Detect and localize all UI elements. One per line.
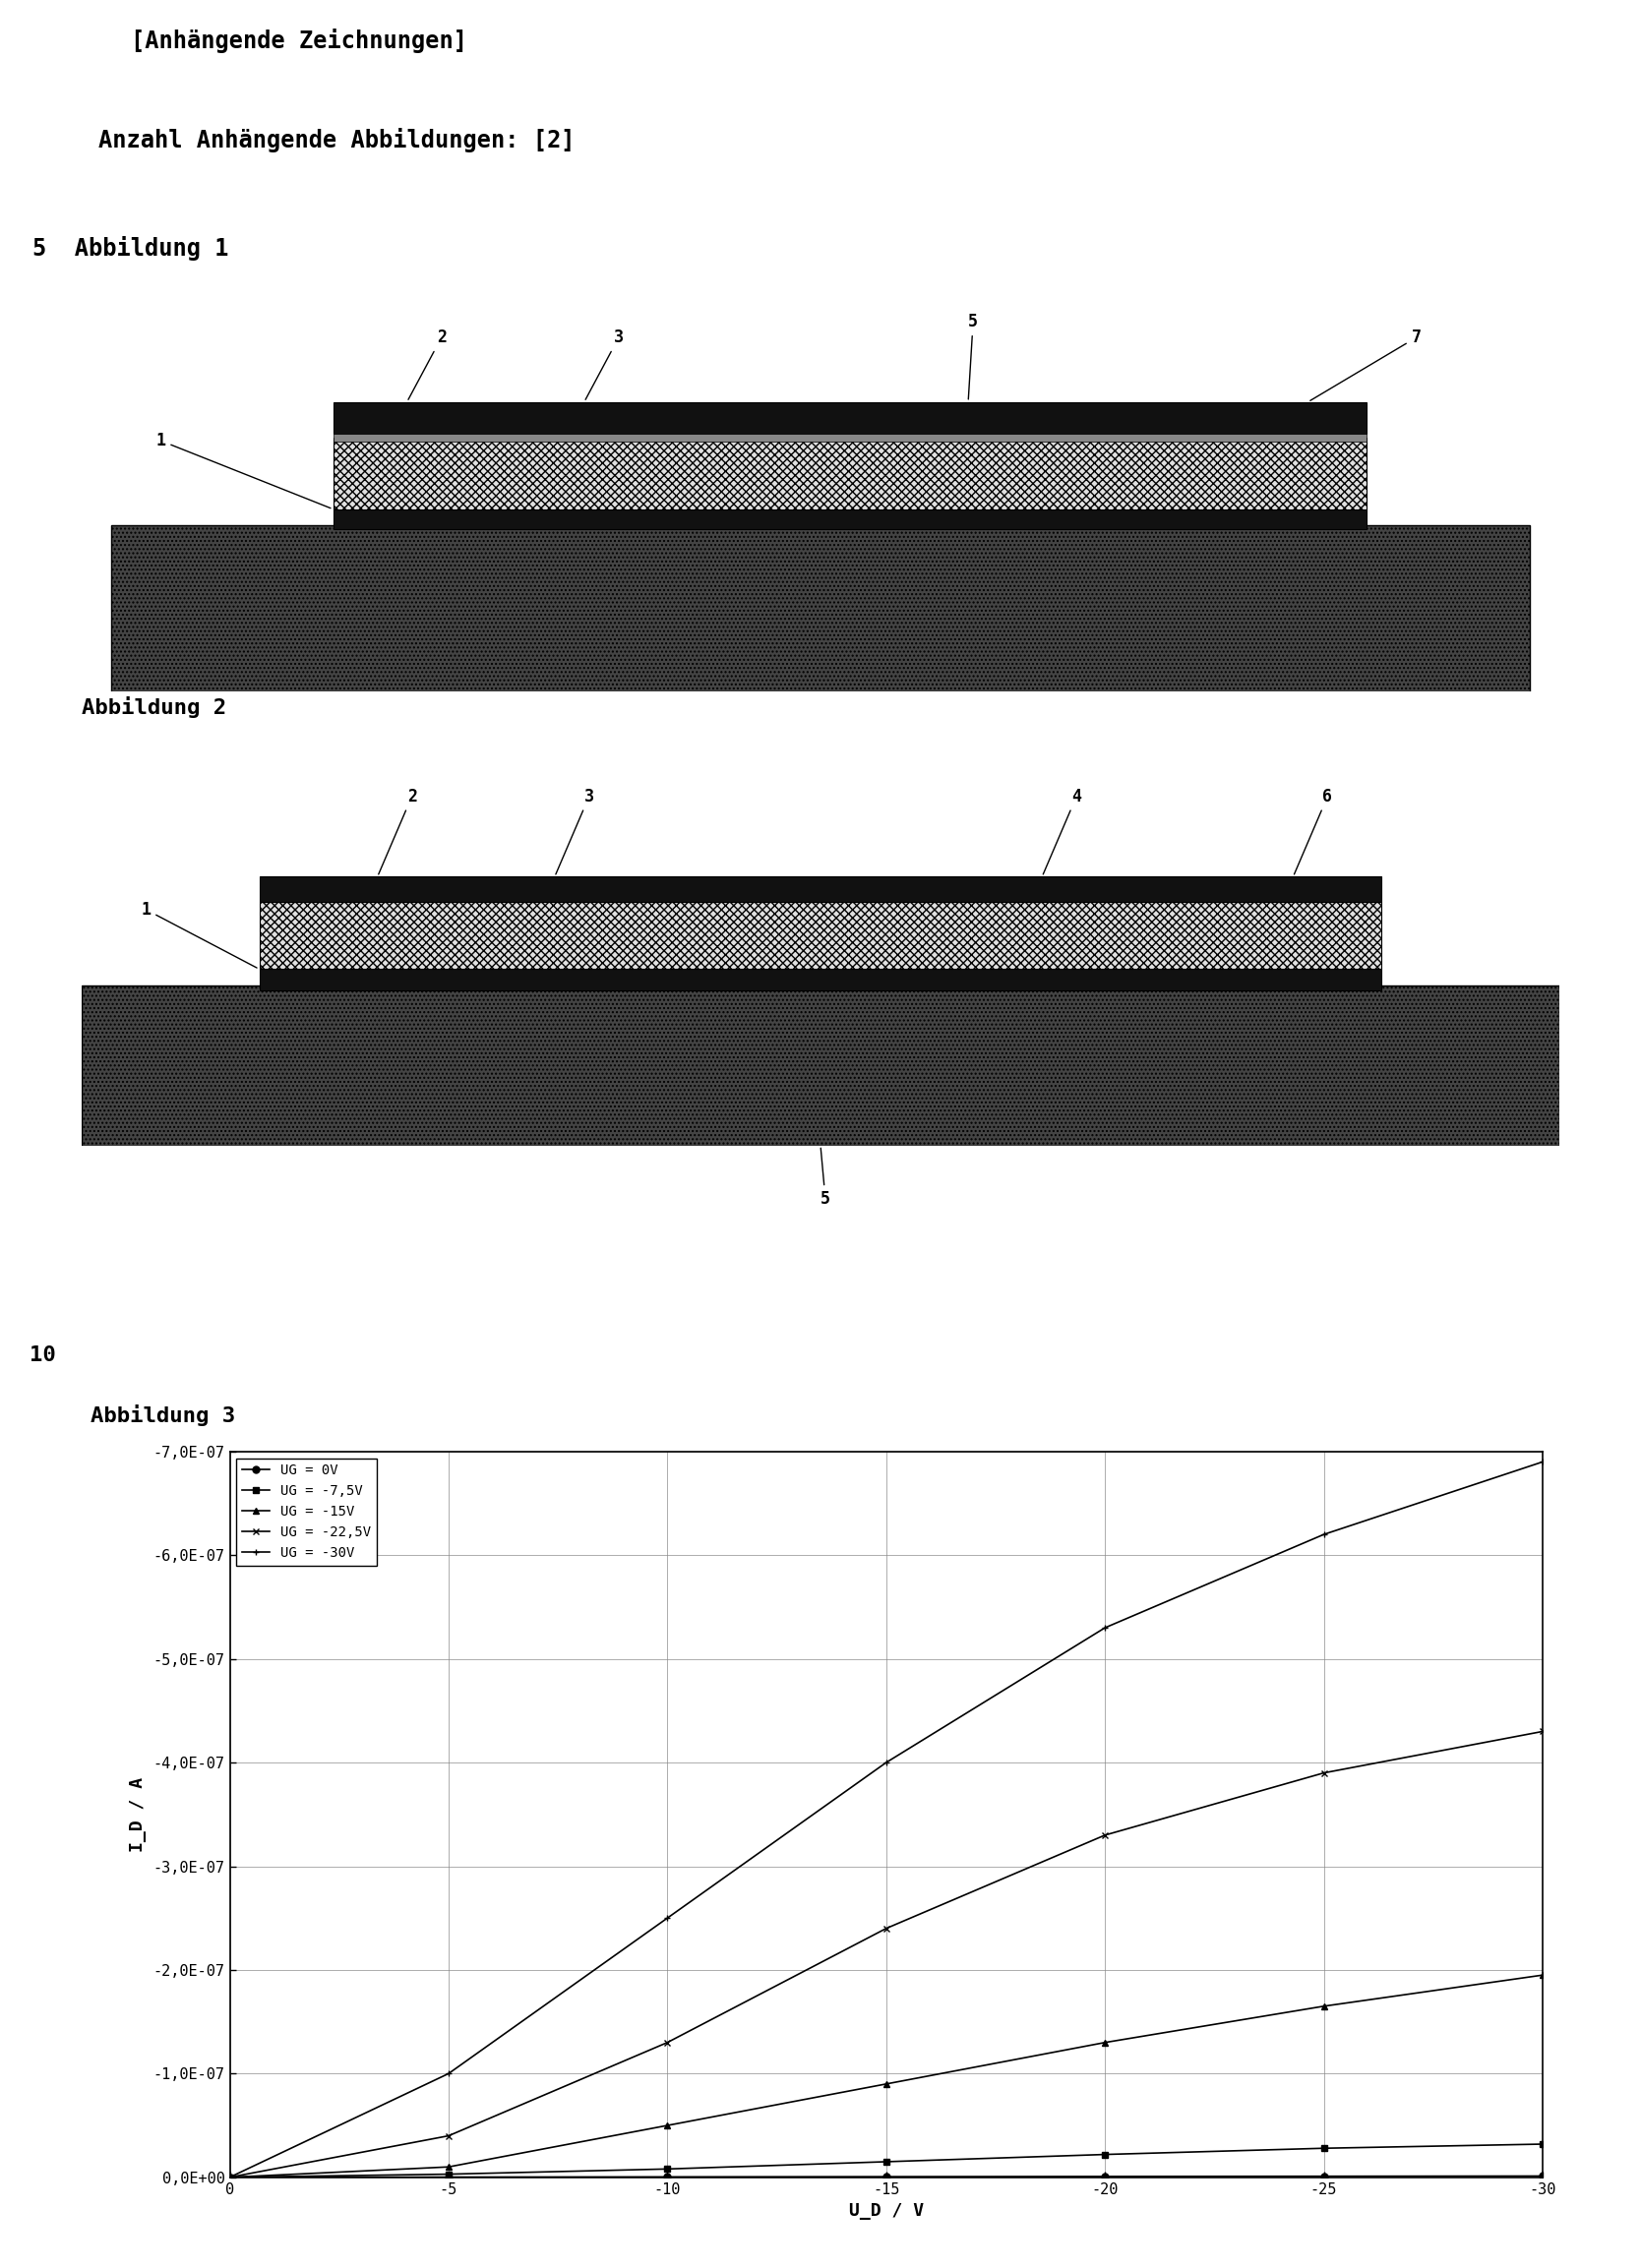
UG = -30V [1533, 1449, 1552, 1476]
UG = -22,5V [876, 1914, 896, 1941]
Text: Abbildung 2: Abbildung 2 [82, 696, 226, 719]
Bar [259, 968, 1382, 991]
UG = 0V [220, 2164, 240, 2191]
UG = -30V [658, 1905, 678, 1932]
UG = -15V [1095, 2030, 1114, 2057]
Y-axis label: I_D / A: I_D / A [128, 1776, 146, 1853]
UG = -22,5V [1095, 1821, 1114, 1848]
Bar [333, 438, 1367, 510]
Text: 1: 1 [141, 900, 258, 968]
UG = 0V [438, 2164, 458, 2191]
UG = -22,5V [1533, 1717, 1552, 1744]
Bar [333, 433, 1367, 442]
UG = -30V [438, 2059, 458, 2087]
Text: Abbildung 3: Abbildung 3 [90, 1404, 235, 1427]
Text: 7: 7 [1310, 329, 1421, 401]
UG = -7,5V [1533, 2130, 1552, 2157]
Line: UG = -22,5V: UG = -22,5V [226, 1728, 1546, 2182]
Line: UG = -30V: UG = -30V [226, 1458, 1546, 2182]
Bar [259, 878, 1382, 903]
Bar [259, 903, 1382, 968]
Text: 3: 3 [586, 329, 624, 399]
Text: 5: 5 [968, 313, 978, 399]
Text: 3: 3 [556, 787, 594, 873]
X-axis label: U_D / V: U_D / V [848, 2202, 924, 2220]
UG = -30V [1095, 1615, 1114, 1642]
Line: UG = -7,5V: UG = -7,5V [226, 2141, 1546, 2182]
Text: [Anhängende Zeichnungen]: [Anhängende Zeichnungen] [131, 27, 468, 52]
Text: 10: 10 [30, 1345, 56, 1365]
Bar [333, 510, 1367, 528]
UG = -22,5V [658, 2030, 678, 2057]
UG = -7,5V [220, 2164, 240, 2191]
UG = -30V [220, 2164, 240, 2191]
UG = 0V [658, 2164, 678, 2191]
UG = -22,5V [220, 2164, 240, 2191]
Text: Anzahl Anhängende Abbildungen: [2]: Anzahl Anhängende Abbildungen: [2] [98, 127, 574, 152]
Bar [82, 987, 1559, 1145]
UG = 0V [1095, 2164, 1114, 2191]
UG = 0V [1314, 2164, 1334, 2191]
Line: UG = 0V: UG = 0V [226, 2173, 1546, 2182]
Text: 1: 1 [156, 431, 330, 508]
UG = 0V [1533, 2161, 1552, 2189]
UG = -15V [658, 2112, 678, 2139]
UG = -22,5V [438, 2123, 458, 2150]
Text: 4: 4 [1044, 787, 1081, 873]
Text: 2: 2 [409, 329, 446, 399]
Text: 6: 6 [1295, 787, 1332, 873]
Text: 2: 2 [379, 787, 417, 873]
UG = -22,5V [1314, 1760, 1334, 1787]
UG = -15V [1533, 1962, 1552, 1989]
UG = -30V [1314, 1522, 1334, 1549]
UG = -15V [1314, 1994, 1334, 2021]
Text: 5: 5 [820, 1148, 830, 1209]
UG = 0V [876, 2164, 896, 2191]
UG = -7,5V [658, 2155, 678, 2182]
UG = -7,5V [1314, 2134, 1334, 2161]
UG = -15V [220, 2164, 240, 2191]
UG = -7,5V [438, 2161, 458, 2189]
Text: 5  Abbildung 1: 5 Abbildung 1 [33, 236, 230, 261]
Bar [112, 526, 1529, 692]
Bar [333, 401, 1367, 433]
UG = -7,5V [876, 2148, 896, 2175]
UG = -15V [876, 2071, 896, 2098]
UG = -7,5V [1095, 2141, 1114, 2168]
UG = -30V [876, 1749, 896, 1776]
Legend: UG = 0V, UG = -7,5V, UG = -15V, UG = -22,5V, UG = -30V: UG = 0V, UG = -7,5V, UG = -15V, UG = -22… [236, 1458, 376, 1565]
Line: UG = -15V: UG = -15V [226, 1971, 1546, 2182]
UG = -15V [438, 2152, 458, 2180]
